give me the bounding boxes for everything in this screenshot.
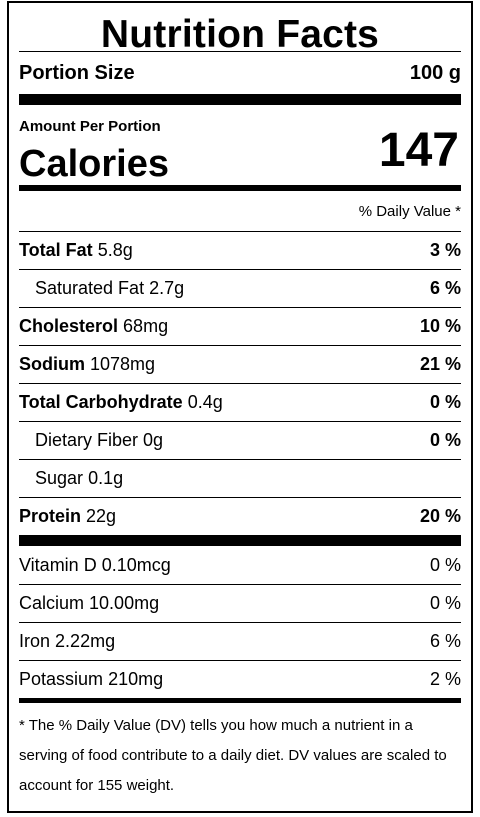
daily-value-header-text: % Daily Value * xyxy=(358,202,461,220)
thick-divider xyxy=(19,94,461,105)
label-title: Nutrition Facts xyxy=(100,13,380,56)
nutrient-row-dietary-fiber: Dietary Fiber 0g 0 % xyxy=(19,421,461,459)
nutrient-row-cholesterol: Cholesterol 68mg 10 % xyxy=(19,307,461,345)
footnote-divider xyxy=(19,698,461,703)
vitamin-amount: 10.00mg xyxy=(89,593,160,613)
nutrient-amount: 68mg xyxy=(123,316,169,336)
thick-divider xyxy=(19,535,461,546)
nutrient-amount: 0.1g xyxy=(88,468,124,488)
calories-value: 147 xyxy=(378,124,459,177)
vitamin-name: Iron xyxy=(19,631,51,651)
nutrient-dv: 0 % xyxy=(429,430,461,450)
vitamin-list: Vitamin D 0.10mcg 0 % Calcium 10.00mg 0 … xyxy=(19,546,461,698)
vitamin-dv: 2 % xyxy=(429,669,461,689)
nutrient-dv: 0 % xyxy=(429,392,461,412)
nutrient-name: Total Fat xyxy=(19,240,93,260)
vitamin-dv: 6 % xyxy=(429,631,461,651)
calories-label: Calories xyxy=(19,143,169,185)
portion-size-value: 100 g xyxy=(409,61,461,84)
daily-value-footnote: * The % Daily Value (DV) tells you how m… xyxy=(19,717,447,794)
nutrition-facts-label: Nutrition Facts Portion Size 100 g Amoun… xyxy=(7,1,473,813)
vitamin-dv: 0 % xyxy=(429,593,461,613)
vitamin-name: Potassium xyxy=(19,669,104,689)
medium-divider xyxy=(19,185,461,191)
nutrient-dv: 3 % xyxy=(429,240,461,260)
vitamin-row-calcium: Calcium 10.00mg 0 % xyxy=(19,584,461,622)
nutrient-row-protein: Protein 22g 20 % xyxy=(19,497,461,535)
nutrient-dv: 20 % xyxy=(419,506,461,526)
vitamin-row-vitamin-d: Vitamin D 0.10mcg 0 % xyxy=(19,546,461,584)
nutrient-amount: 0g xyxy=(143,430,164,450)
nutrient-row-total-carbohydrate: Total Carbohydrate 0.4g 0 % xyxy=(19,383,461,421)
nutrient-dv: 6 % xyxy=(429,278,461,298)
vitamin-name: Calcium xyxy=(19,593,85,613)
calories-block: Amount Per Portion Calories 147 xyxy=(19,105,461,185)
nutrient-row-total-fat: Total Fat 5.8g 3 % xyxy=(19,231,461,269)
vitamin-dv: 0 % xyxy=(429,554,461,575)
nutrient-dv: 21 % xyxy=(419,354,461,374)
nutrient-name: Total Carbohydrate xyxy=(19,392,183,412)
portion-size-row: Portion Size 100 g xyxy=(19,52,461,94)
vitamin-amount: 2.22mg xyxy=(55,631,116,651)
nutrient-amount: 1078mg xyxy=(90,354,156,374)
nutrient-dv: 10 % xyxy=(419,316,461,336)
nutrient-amount: 0.4g xyxy=(187,392,223,412)
nutrient-name: Saturated Fat xyxy=(35,278,145,298)
portion-size-label: Portion Size xyxy=(19,61,135,84)
nutrient-amount: 22g xyxy=(86,506,117,526)
amount-per-portion-label: Amount Per Portion xyxy=(19,118,161,135)
nutrient-name: Dietary Fiber xyxy=(35,430,139,450)
divider xyxy=(19,51,461,52)
vitamin-amount: 0.10mcg xyxy=(101,554,171,575)
nutrient-name: Sugar xyxy=(35,468,84,488)
vitamin-row-iron: Iron 2.22mg 6 % xyxy=(19,622,461,660)
nutrient-name: Cholesterol xyxy=(19,316,119,336)
nutrient-name: Sodium xyxy=(19,354,85,374)
nutrient-name: Protein xyxy=(19,506,82,526)
label-content: Nutrition Facts Portion Size 100 g Amoun… xyxy=(19,3,461,801)
nutrient-row-saturated-fat: Saturated Fat 2.7g 6 % xyxy=(19,269,461,307)
vitamin-amount: 210mg xyxy=(108,669,164,689)
vitamin-row-potassium: Potassium 210mg 2 % xyxy=(19,660,461,698)
nutrient-row-sodium: Sodium 1078mg 21 % xyxy=(19,345,461,383)
nutrient-row-sugar: Sugar 0.1g xyxy=(19,459,461,497)
nutrient-amount: 5.8g xyxy=(97,240,133,260)
nutrient-list: Total Fat 5.8g 3 % Saturated Fat 2.7g 6 … xyxy=(19,231,461,535)
daily-value-header: % Daily Value * xyxy=(19,191,461,231)
vitamin-name: Vitamin D xyxy=(19,554,97,575)
nutrient-amount: 2.7g xyxy=(149,278,185,298)
